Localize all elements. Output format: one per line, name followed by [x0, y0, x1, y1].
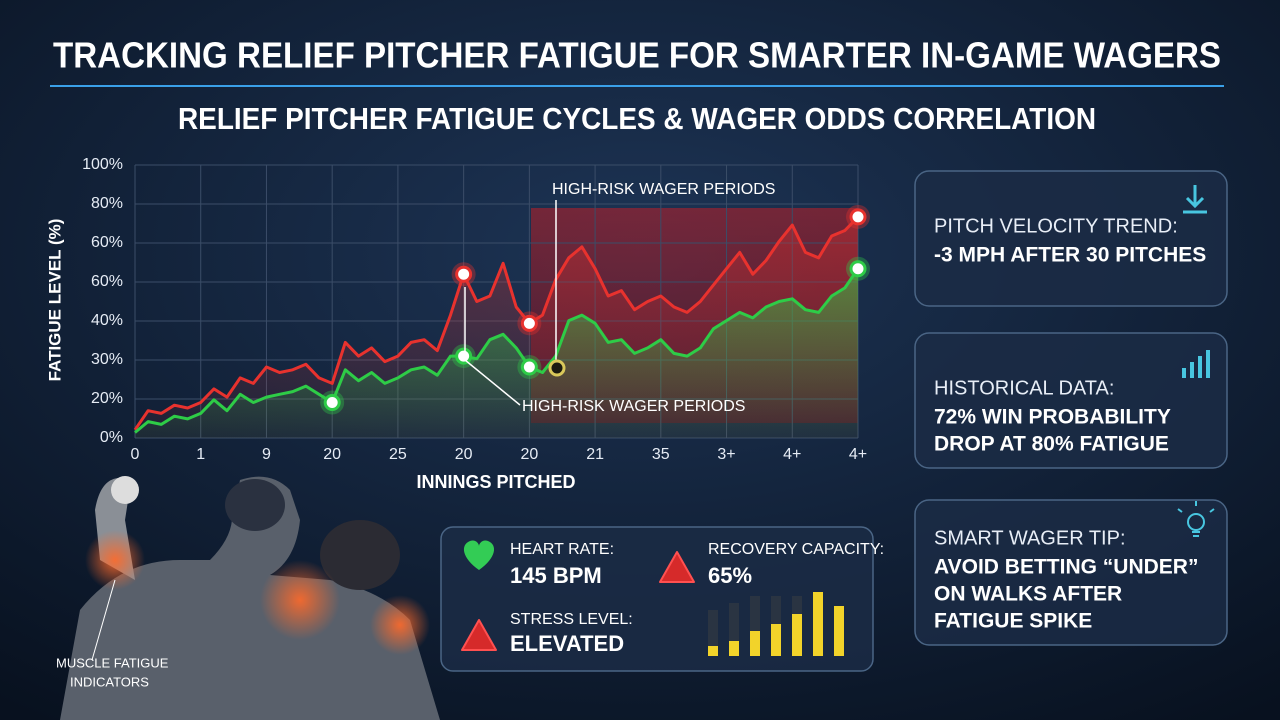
point-marker — [849, 208, 867, 226]
stat-label: RECOVERY CAPACITY: — [708, 541, 884, 558]
x-tick-label: 35 — [652, 446, 670, 463]
stat-value: ELEVATED — [510, 631, 624, 656]
point-marker — [849, 260, 867, 278]
bar-icon — [1182, 350, 1210, 378]
warning-icon — [659, 551, 695, 583]
annotation: HIGH-RISK WAGER PERIODS — [552, 181, 775, 198]
warning-icon — [461, 619, 497, 651]
stat-value: 145 BPM — [510, 563, 602, 588]
y-tick-label: 0% — [100, 429, 123, 446]
stat-label: STRESS LEVEL: — [510, 611, 633, 628]
card-text: ON WALKS AFTER — [934, 583, 1122, 606]
card-title: PITCH VELOCITY TREND: — [934, 215, 1178, 237]
x-tick-label: 25 — [389, 446, 407, 463]
stat-value: 65% — [708, 563, 752, 588]
x-tick-label: 1 — [196, 446, 205, 463]
y-tick-label: 20% — [91, 390, 123, 407]
chart-title: RELIEF PITCHER FATIGUE CYCLES & WAGER OD… — [178, 101, 1096, 136]
card-title: SMART WAGER TIP: — [934, 527, 1126, 549]
y-tick-label: 100% — [82, 156, 123, 173]
annotation: HIGH-RISK WAGER PERIODS — [522, 398, 745, 415]
card-text: DROP AT 80% FATIGUE — [934, 433, 1169, 456]
line — [133, 215, 860, 431]
info-card — [914, 499, 1228, 646]
stats-panel — [440, 526, 874, 672]
x-tick-label: 20 — [323, 446, 341, 463]
y-tick-label: 60% — [91, 234, 123, 251]
info-card — [914, 170, 1228, 307]
figure-label: MUSCLE FATIGUE — [56, 655, 169, 670]
point-marker — [520, 314, 538, 332]
y-tick-label: 30% — [91, 351, 123, 368]
heart-icon — [463, 540, 495, 570]
info-card — [914, 332, 1228, 469]
stat-label: HEART RATE: — [510, 541, 614, 558]
figure-label: INDICATORS — [70, 674, 149, 689]
card-text: AVOID BETTING “UNDER” — [934, 556, 1198, 579]
point-marker — [323, 394, 341, 412]
y-axis-label: FATIGUE LEVEL (%) — [45, 219, 64, 382]
annotation-leader — [464, 359, 521, 406]
line — [134, 267, 860, 434]
card-text: FATIGUE SPIKE — [934, 610, 1092, 633]
x-tick-label: 20 — [520, 446, 538, 463]
x-tick-label: 20 — [455, 446, 473, 463]
x-tick-label: 9 — [262, 446, 271, 463]
bulb-icon — [1177, 501, 1215, 537]
y-tick-label: 80% — [91, 195, 123, 212]
x-tick-label: 4+ — [783, 446, 801, 463]
card-text: 72% WIN PROBABILITY — [934, 406, 1171, 429]
y-tick-label: 40% — [91, 312, 123, 329]
recovery-bars — [708, 592, 844, 656]
pitcher-illustration — [60, 476, 440, 720]
card-texts: PITCH VELOCITY TREND: -3 MPH AFTER 30 PIT… — [934, 215, 1206, 632]
card-title: HISTORICAL DATA: — [934, 377, 1114, 399]
area — [135, 268, 858, 438]
x-tick-label: 0 — [131, 446, 140, 463]
point-marker — [455, 347, 473, 365]
card-text: -3 MPH AFTER 30 PITCHES — [934, 244, 1206, 267]
plot: 0% 20% 30% 40% 60% 60% 80% 100% 0 1 9 20 25 20 20 21 35 3… — [82, 156, 870, 463]
download-icon — [1183, 185, 1207, 214]
page-title: TRACKING RELIEF PITCHER FATIGUE FOR SMAR… — [53, 35, 1221, 76]
y-tick-label: 60% — [91, 273, 123, 290]
x-axis-label: INNINGS PITCHED — [416, 472, 575, 492]
point-marker — [455, 265, 473, 283]
x-tick-label: 4+ — [849, 446, 867, 463]
x-tick-label: 21 — [586, 446, 604, 463]
annotation-marker — [548, 359, 566, 377]
x-tick-label: 3+ — [717, 446, 735, 463]
point-marker — [520, 358, 538, 376]
